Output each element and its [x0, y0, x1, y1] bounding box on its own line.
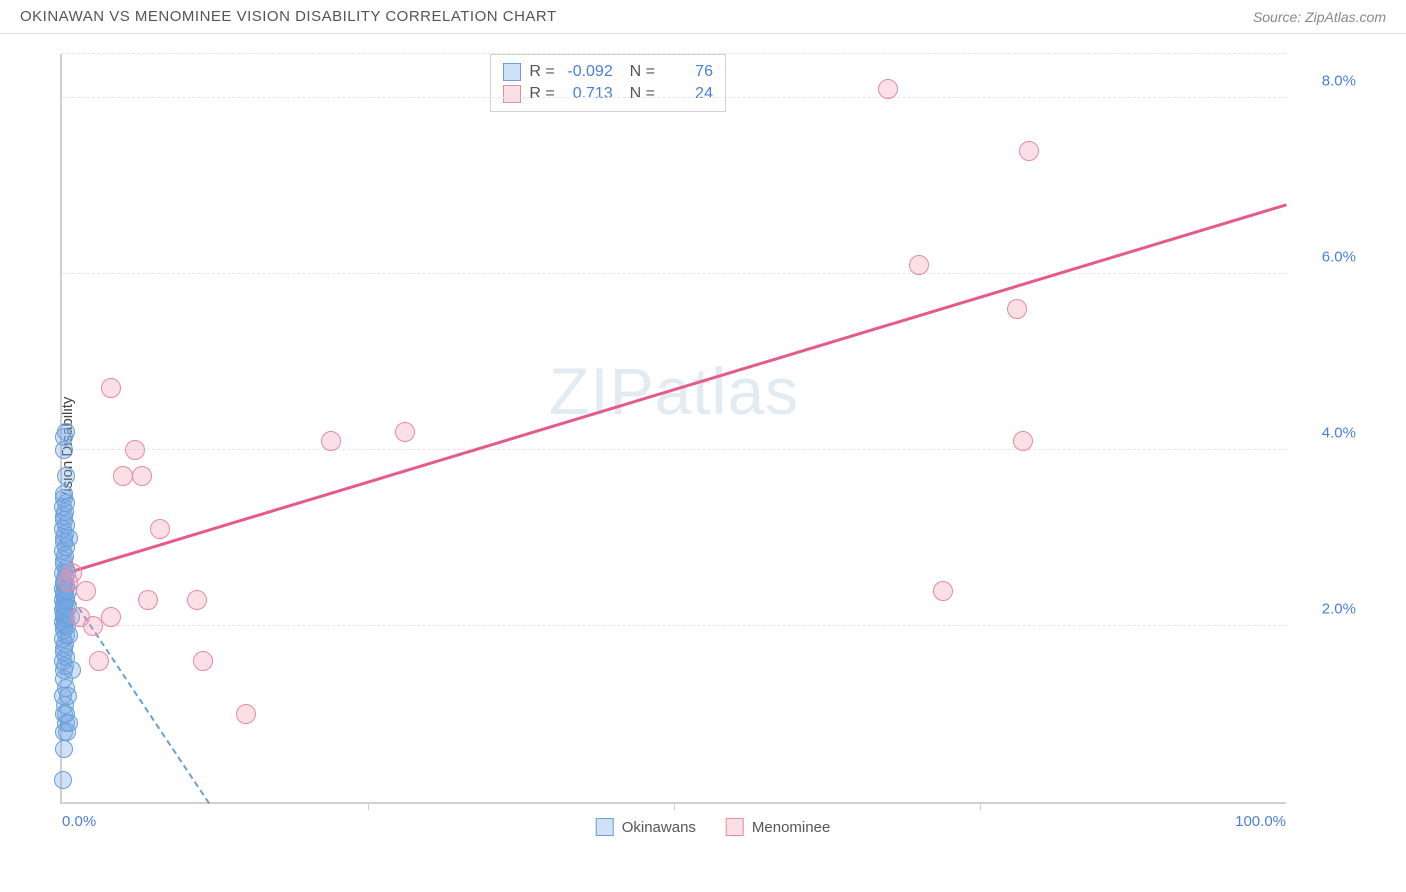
- legend-label-okinawans: Okinawans: [622, 819, 696, 836]
- stats-row-menominee: R = 0.713 N = 24: [503, 83, 713, 105]
- x-tick: [368, 802, 369, 810]
- chart-title: OKINAWAN VS MENOMINEE VISION DISABILITY …: [20, 8, 557, 25]
- data-point-menominee: [83, 616, 103, 636]
- data-point-menominee: [1013, 431, 1033, 451]
- chart-header: OKINAWAN VS MENOMINEE VISION DISABILITY …: [0, 0, 1406, 34]
- data-point-menominee: [150, 519, 170, 539]
- legend-swatch-okinawans: [596, 818, 614, 836]
- data-point-menominee: [878, 79, 898, 99]
- gridline: [62, 53, 1286, 54]
- data-point-menominee: [1019, 141, 1039, 161]
- data-point-menominee: [321, 431, 341, 451]
- legend-label-menominee: Menominee: [752, 819, 830, 836]
- x-min-label: 0.0%: [62, 813, 96, 830]
- n-value-okinawans: 76: [663, 63, 713, 81]
- data-point-menominee: [132, 466, 152, 486]
- data-point-menominee: [125, 440, 145, 460]
- data-point-menominee: [89, 651, 109, 671]
- data-point-okinawans: [63, 661, 81, 679]
- r-value-okinawans: -0.092: [563, 63, 613, 81]
- data-point-menominee: [113, 466, 133, 486]
- data-point-okinawans: [60, 714, 78, 732]
- plot-area: ZIPatlas R = -0.092 N = 76 R = 0.713 N =…: [60, 54, 1286, 804]
- stats-row-okinawans: R = -0.092 N = 76: [503, 61, 713, 83]
- correlation-stats-box: R = -0.092 N = 76 R = 0.713 N = 24: [490, 54, 726, 112]
- x-tick: [674, 802, 675, 810]
- data-point-menominee: [1007, 299, 1027, 319]
- legend-swatch-menominee: [726, 818, 744, 836]
- data-point-menominee: [395, 422, 415, 442]
- gridline: [62, 449, 1286, 450]
- y-tick-label: 8.0%: [1322, 73, 1356, 90]
- data-point-okinawans: [57, 467, 75, 485]
- legend-item-menominee: Menominee: [726, 818, 830, 836]
- data-point-menominee: [187, 590, 207, 610]
- swatch-menominee: [503, 85, 521, 103]
- data-point-menominee: [933, 581, 953, 601]
- data-point-menominee: [101, 607, 121, 627]
- y-tick-label: 6.0%: [1322, 249, 1356, 266]
- data-point-okinawans: [55, 485, 73, 503]
- y-tick-label: 2.0%: [1322, 601, 1356, 618]
- trend-line-menominee: [62, 204, 1287, 576]
- r-value-menominee: 0.713: [563, 85, 613, 103]
- gridline: [62, 625, 1286, 626]
- gridline: [62, 97, 1286, 98]
- data-point-okinawans: [60, 529, 78, 547]
- data-point-menominee: [101, 378, 121, 398]
- source-attribution: Source: ZipAtlas.com: [1253, 9, 1386, 25]
- data-point-menominee: [62, 563, 82, 583]
- data-point-okinawans: [59, 687, 77, 705]
- data-point-okinawans: [55, 740, 73, 758]
- data-point-menominee: [909, 255, 929, 275]
- data-point-okinawans: [54, 771, 72, 789]
- data-point-menominee: [138, 590, 158, 610]
- swatch-okinawans: [503, 63, 521, 81]
- legend-item-okinawans: Okinawans: [596, 818, 696, 836]
- data-point-menominee: [76, 581, 96, 601]
- data-point-menominee: [236, 704, 256, 724]
- gridline: [62, 273, 1286, 274]
- data-point-okinawans: [60, 626, 78, 644]
- data-point-menominee: [193, 651, 213, 671]
- bottom-legend: Okinawans Menominee: [596, 818, 831, 836]
- data-point-okinawans: [57, 423, 75, 441]
- n-value-menominee: 24: [663, 85, 713, 103]
- y-tick-label: 4.0%: [1322, 425, 1356, 442]
- x-tick: [980, 802, 981, 810]
- x-max-label: 100.0%: [1235, 813, 1286, 830]
- chart-container: Vision Disability ZIPatlas R = -0.092 N …: [60, 54, 1366, 844]
